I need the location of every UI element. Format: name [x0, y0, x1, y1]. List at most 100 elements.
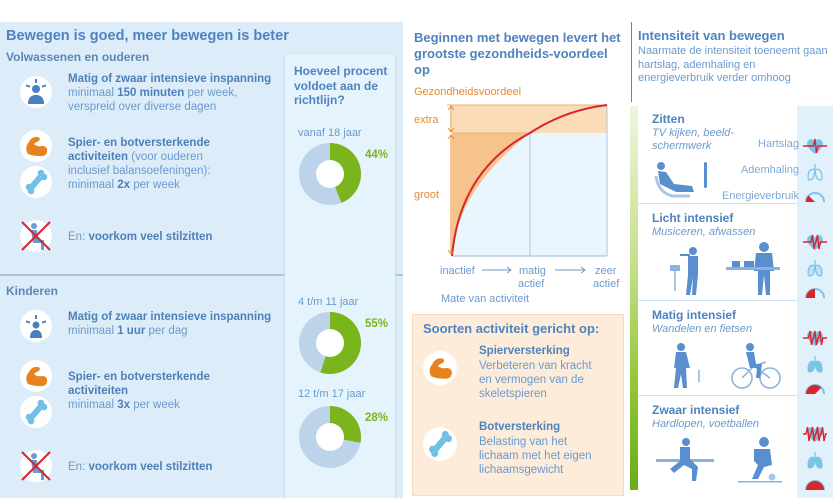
text-bold: 3x	[117, 399, 131, 411]
bone-icon	[20, 166, 52, 198]
lungs-icon	[803, 450, 827, 470]
pie-percentage: 28%	[365, 412, 389, 424]
intensity-gradient-bar	[630, 106, 638, 490]
x-axis-label: Mate van activiteit	[441, 293, 529, 305]
item-heading: Matig of zwaar intensieve inspanning	[68, 73, 272, 85]
botversterking-desc: Belasting van het lichaam met het eigen …	[479, 435, 619, 477]
compliance-column: Hoeveel procent voldoet aan de richtlijn…	[284, 55, 396, 498]
intensity-description: Naarmate de intensiteit toeneemt gaan ha…	[638, 45, 828, 84]
lungs-icon	[803, 258, 827, 278]
person-exertion-icon	[20, 76, 52, 108]
item-heading: Spier- en botversterkende	[68, 371, 210, 383]
pie-label: 4 t/m 11 jaar	[298, 296, 359, 308]
divider	[0, 274, 403, 276]
text: minimaal	[68, 325, 118, 337]
measure-label-energieverbruik: Energieverbruik	[721, 190, 799, 202]
text-bold: 2x	[117, 179, 131, 191]
intensity-examples: TV kijken, beeld-schermwerk	[652, 127, 734, 152]
donut-chart-12-17	[299, 406, 361, 468]
text-bold: activiteiten	[68, 151, 129, 163]
xtick-zeer: zeer	[595, 265, 617, 277]
muscle-arm-icon	[20, 130, 52, 162]
musician-icon	[668, 245, 708, 297]
intensity-row-zwaar: Zwaar intensief Hardlopen, voetballen	[638, 397, 797, 490]
text: inclusief balansoefeningen):	[68, 165, 211, 177]
item-heading: Spier- en botversterkende	[68, 137, 210, 149]
text: En:	[68, 461, 89, 473]
text: minimaal	[68, 87, 118, 99]
donut-hole	[316, 423, 344, 451]
compliance-question: Hoeveel procent voldoet aan de richtlijn…	[294, 64, 388, 107]
donut-hole	[316, 329, 344, 357]
pie-percentage: 55%	[365, 318, 389, 330]
adults-label: Volwassenen en ouderen	[6, 50, 150, 64]
text: Verbeteren van kracht	[479, 360, 592, 372]
xtick-actief: actief	[593, 278, 620, 290]
curve-ylabel: Gezondheidsvoordeel	[414, 86, 522, 98]
divider	[631, 22, 632, 102]
energy-gauge-icon	[803, 282, 827, 302]
item-text: En: voorkom veel stilzitten	[68, 230, 288, 244]
xtick-inactief: inactief	[440, 265, 476, 277]
extra-arrow	[447, 105, 455, 133]
text: minimaal	[68, 399, 118, 411]
intensity-row-matig: Matig intensief Wandelen en fietsen	[638, 302, 797, 396]
text: per week,	[184, 87, 238, 99]
band-label-groot: groot	[414, 189, 439, 201]
donut-segment	[330, 143, 361, 203]
item-text: Matig of zwaar intensieve inspanning min…	[68, 310, 288, 338]
donut-chart-adults	[299, 143, 361, 205]
panel-title: Bewegen is goed, meer bewegen is beter	[6, 28, 289, 44]
text-bold: voorkom veel stilzitten	[88, 231, 213, 243]
text-bold: 1 uur	[117, 325, 146, 337]
dishwashing-icon	[726, 241, 786, 297]
heartrate-icon	[803, 136, 827, 156]
text: verspreid over diverse dagen	[68, 101, 217, 113]
band-label-extra: extra	[414, 114, 439, 126]
benefit-curve	[451, 104, 608, 257]
intensity-title: Matig intensief	[652, 308, 737, 322]
text: per dag	[145, 325, 188, 337]
botversterking-title: Botversterking	[479, 421, 561, 433]
pie-percentage: 44%	[365, 149, 389, 161]
text: Belasting van het	[479, 436, 568, 448]
donut-chart-4-11	[299, 312, 361, 374]
bone-icon	[423, 427, 457, 461]
heartrate-icon	[803, 328, 827, 348]
person-exertion-icon	[20, 310, 52, 342]
spierversterking-desc: Verbeteren van kracht en vermogen van de…	[479, 359, 619, 401]
intensity-row-licht: Licht intensief Musiceren, afwassen	[638, 205, 797, 301]
heartrate-icon	[803, 424, 827, 444]
intensity-title: Intensiteit van bewegen	[638, 28, 785, 43]
intensity-title: Licht intensief	[652, 211, 734, 225]
groot-arrow	[447, 134, 455, 255]
intensity-examples: Hardlopen, voetballen	[652, 418, 760, 430]
spierversterking-title: Spierversterking	[479, 345, 570, 357]
xtick-actief: actief	[518, 278, 545, 290]
walking-person-icon	[668, 342, 708, 390]
activity-types-title: Soorten activiteit gericht op:	[423, 321, 600, 336]
measure-label-hartslag: Hartslag	[758, 138, 799, 150]
intensity-title: Zwaar intensief	[652, 403, 740, 417]
heartrate-icon	[803, 232, 827, 252]
text-bold: voorkom veel stilzitten	[88, 461, 213, 473]
bone-icon	[20, 396, 52, 428]
cycling-person-icon	[730, 342, 782, 390]
benefit-title: Beginnen met bewegen levert het grootste…	[414, 30, 621, 77]
item-heading: activiteiten	[68, 385, 129, 397]
pie-label: vanaf 18 jaar	[298, 127, 362, 139]
text: per week	[130, 179, 180, 191]
text: per week	[130, 399, 180, 411]
text: (voor ouderen	[128, 151, 203, 163]
lungs-icon	[803, 162, 827, 182]
groot-area	[452, 133, 530, 256]
donut-hole	[316, 160, 344, 188]
sitting-person-icon	[652, 158, 712, 202]
lungs-icon	[803, 354, 827, 374]
children-label: Kinderen	[6, 284, 59, 298]
activity-types-box: Soorten activiteit gericht op: Spiervers…	[412, 314, 624, 496]
muscle-arm-icon	[20, 360, 52, 392]
x-arrow	[555, 266, 586, 274]
item-text: Spier- en botversterkende activiteiten m…	[68, 370, 288, 412]
text-bold: 150 minuten	[117, 87, 185, 99]
